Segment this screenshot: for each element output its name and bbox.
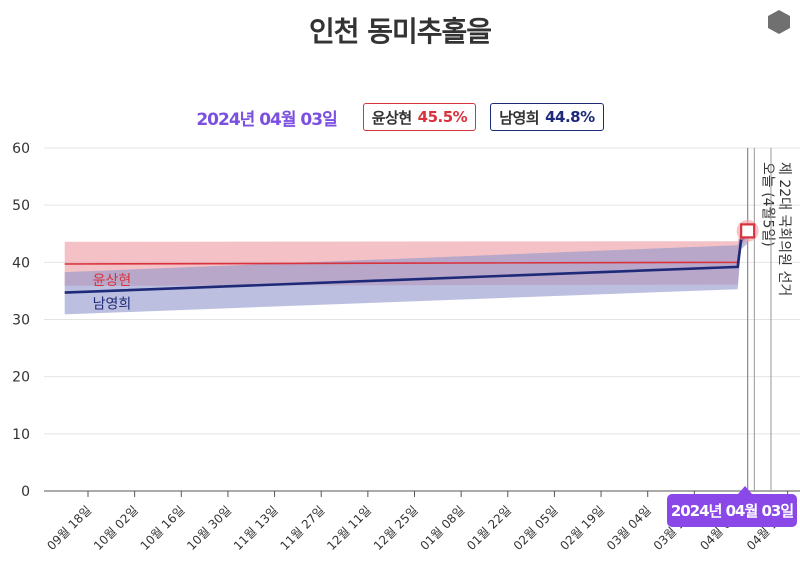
hover-date-tooltip: 2024년 04월 03일 [667, 486, 797, 527]
x-tick-label: 03월 04일 [604, 503, 654, 553]
x-tick-label: 10월 02일 [91, 503, 141, 553]
annotation-label: 제 22대 국회의원 선거 [776, 162, 792, 296]
series-label: 윤상현 [93, 273, 132, 289]
x-tick-label: 02월 05일 [511, 503, 561, 553]
candidate-value: 44.8% [545, 108, 595, 126]
highlight-marker [740, 223, 756, 239]
y-tick-label: 40 [12, 255, 30, 271]
candidate-box-yoon: 윤상현 45.5% [362, 103, 477, 131]
corner-widget[interactable]: ·· · [762, 0, 798, 36]
x-tick-label: 10월 30일 [184, 503, 234, 553]
candidate-name: 남영희 [499, 108, 540, 127]
series-label: 남영희 [93, 297, 132, 313]
candidate-name: 윤상현 [371, 108, 412, 127]
y-tick-label: 30 [12, 313, 30, 329]
x-tick-label: 09월 18일 [44, 503, 94, 553]
x-tick-label: 11월 27일 [278, 503, 328, 553]
x-tick-label: 11월 13일 [231, 503, 281, 553]
y-tick-label: 60 [12, 141, 30, 157]
x-tick-label: 01월 08일 [417, 503, 467, 553]
y-tick-label: 10 [12, 427, 30, 443]
y-tick-label: 50 [12, 198, 30, 214]
x-tick-label: 10월 16일 [138, 503, 188, 553]
y-tick-label: 0 [21, 484, 30, 500]
y-tick-label: 20 [12, 370, 30, 386]
confidence-band [64, 226, 748, 315]
hexagon-icon[interactable] [768, 10, 790, 34]
x-tick-label: 02월 19일 [557, 503, 607, 553]
header-row: 2024년 04월 03일 윤상현 45.5% 남영희 44.8% [0, 103, 800, 131]
x-tick-label: 01월 22일 [464, 503, 514, 553]
candidate-box-nam: 남영희 44.8% [490, 103, 604, 131]
page-title: 인천 동미추홀을 [308, 15, 492, 48]
x-tick-label: 12월 11일 [324, 503, 374, 553]
annotation-label: 오늘 (4월5일) [759, 162, 775, 247]
current-date-label: 2024년 04월 03일 [196, 109, 337, 130]
x-tick-label: 12월 25일 [371, 503, 421, 553]
candidate-value: 45.5% [417, 108, 468, 126]
corner-widget-dots: ·· · [762, 0, 792, 5]
